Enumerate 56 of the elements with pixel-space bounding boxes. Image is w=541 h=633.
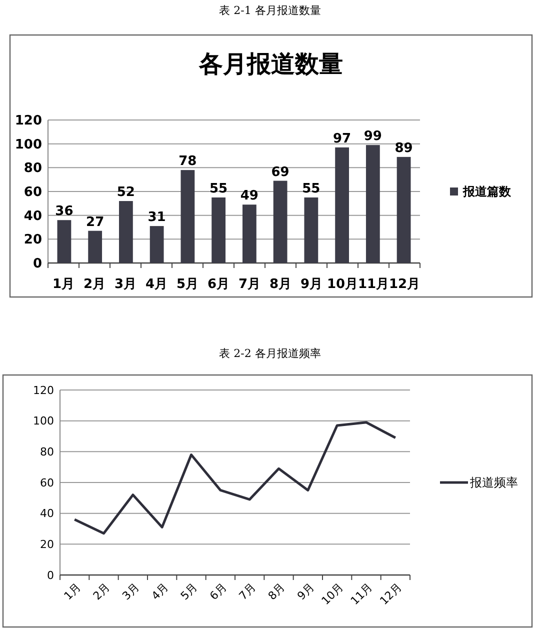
line-series bbox=[73, 421, 397, 535]
data-label: 49 bbox=[240, 188, 258, 204]
x-tick-label: 5月 bbox=[178, 580, 200, 603]
y-tick-label: 100 bbox=[33, 414, 54, 428]
data-label: 55 bbox=[302, 181, 320, 196]
y-tick-label: 80 bbox=[40, 446, 54, 459]
data-label: 97 bbox=[333, 131, 352, 146]
legend-label: 报道频率 bbox=[469, 476, 518, 490]
x-tick-label: 4月 bbox=[149, 580, 171, 603]
data-label: 69 bbox=[271, 164, 290, 180]
y-tick-label: 0 bbox=[47, 568, 54, 582]
data-label: 78 bbox=[178, 154, 197, 170]
data-label: 52 bbox=[116, 185, 135, 200]
legend-label: 报道篇数 bbox=[462, 184, 512, 199]
x-tick-label: 11月 bbox=[348, 580, 376, 608]
x-tick-label: 7月 bbox=[236, 580, 258, 603]
text: 表 2-1 各月报道数量 bbox=[219, 4, 321, 17]
y-tick-label: 80 bbox=[24, 161, 42, 176]
x-tick-label: 7月 bbox=[238, 277, 261, 292]
data-label: 36 bbox=[55, 204, 74, 220]
x-tick-label: 6月 bbox=[207, 277, 230, 292]
x-tick-label: 2月 bbox=[83, 277, 106, 292]
y-tick-label: 60 bbox=[24, 185, 42, 200]
x-tick-label: 1月 bbox=[62, 580, 84, 603]
x-tick-label: 1月 bbox=[52, 277, 75, 292]
data-label: 89 bbox=[394, 140, 413, 156]
y-tick-label: 40 bbox=[24, 208, 42, 224]
x-tick-label: 12月 bbox=[388, 277, 420, 292]
data-label: 27 bbox=[86, 214, 104, 230]
y-tick-label: 20 bbox=[40, 538, 54, 552]
x-tick-label: 8月 bbox=[269, 277, 292, 292]
data-label: 31 bbox=[148, 210, 166, 226]
x-tick-label: 10月 bbox=[319, 580, 346, 608]
text: 表 2-2 各月报道频率 bbox=[219, 347, 321, 360]
x-tick-label: 9月 bbox=[294, 580, 317, 603]
y-tick-label: 20 bbox=[24, 232, 42, 248]
y-tick-label: 40 bbox=[40, 507, 54, 520]
y-tick-label: 100 bbox=[14, 137, 42, 152]
x-tick-label: 6月 bbox=[207, 580, 230, 603]
y-tick-label: 120 bbox=[33, 384, 54, 397]
x-tick-label: 10月 bbox=[326, 277, 358, 292]
y-tick-label: 0 bbox=[32, 256, 42, 272]
data-label: 99 bbox=[364, 129, 382, 144]
x-tick-label: 2月 bbox=[90, 580, 113, 603]
x-tick-label: 3月 bbox=[114, 277, 137, 292]
chart-title: 各月报道数量 bbox=[198, 50, 343, 78]
y-tick-label: 60 bbox=[40, 476, 54, 490]
x-tick-label: 9月 bbox=[300, 277, 323, 292]
x-tick-label: 8月 bbox=[266, 580, 288, 603]
x-tick-label: 5月 bbox=[176, 277, 199, 292]
x-tick-label: 4月 bbox=[145, 277, 168, 292]
data-label: 55 bbox=[210, 181, 228, 196]
y-tick-label: 120 bbox=[14, 114, 42, 129]
x-tick-label: 12月 bbox=[377, 580, 404, 608]
x-tick-label: 11月 bbox=[358, 277, 390, 292]
x-tick-label: 3月 bbox=[120, 580, 142, 603]
